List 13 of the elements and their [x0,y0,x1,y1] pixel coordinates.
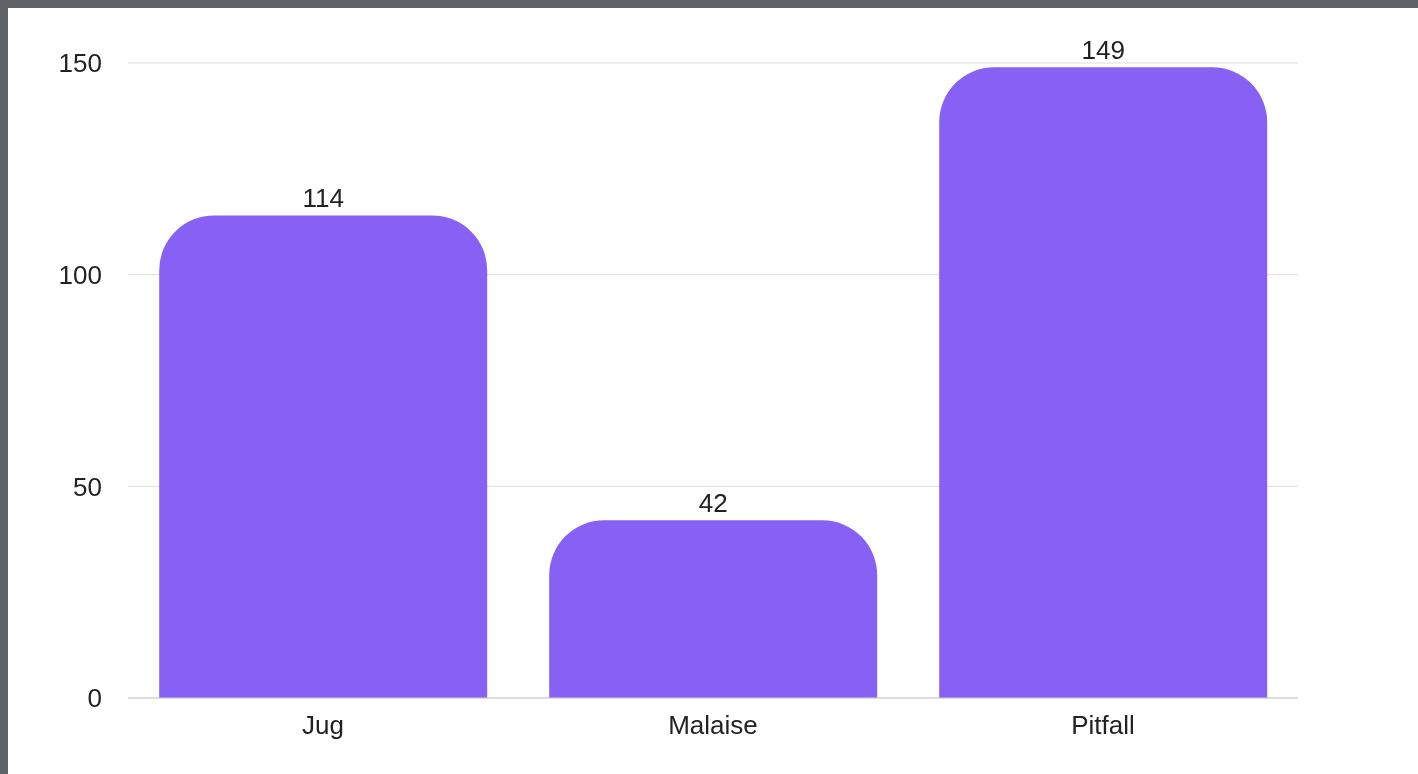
x-tick-label: Pitfall [1071,710,1135,741]
y-tick-label: 50 [73,471,102,502]
x-tick-label: Malaise [668,710,758,741]
data-label: 42 [698,488,728,519]
y-tick-label: 150 [58,48,102,79]
y-tick-label: 100 [58,259,102,290]
bar [549,520,878,698]
data-label: 114 [302,183,344,214]
y-tick-label: 0 [87,683,102,714]
bar [939,67,1268,698]
data-label: 149 [1081,35,1125,66]
bar [159,215,488,698]
x-tick-label: Jug [302,710,344,741]
